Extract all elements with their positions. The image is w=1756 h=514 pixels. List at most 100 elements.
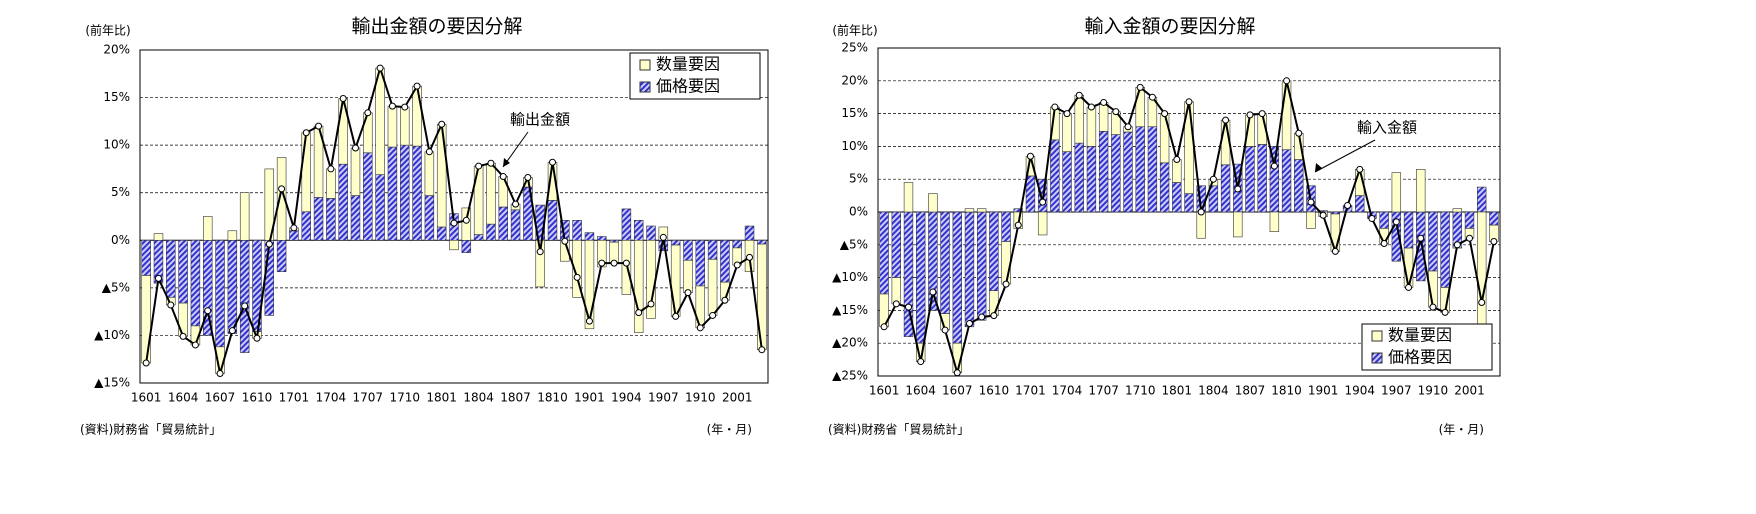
bar — [227, 239, 238, 334]
bar — [498, 206, 508, 241]
point — [265, 240, 273, 248]
point — [1161, 110, 1169, 118]
point — [1380, 239, 1388, 247]
point — [733, 261, 741, 269]
bar — [1245, 146, 1255, 213]
bar — [928, 193, 938, 213]
y-tick-label: 20% — [841, 73, 868, 87]
point — [524, 173, 532, 181]
point — [1100, 98, 1108, 106]
bar — [461, 207, 472, 241]
bar — [239, 239, 250, 353]
bar — [313, 197, 324, 241]
bar — [695, 239, 706, 287]
bar — [1403, 211, 1414, 249]
point — [1075, 91, 1083, 99]
point — [622, 259, 630, 267]
bar — [1001, 211, 1011, 242]
x-tick-label: 1807 — [1235, 384, 1266, 398]
x-tick-label: 1907 — [648, 391, 679, 405]
point — [647, 300, 655, 308]
bar — [584, 239, 595, 330]
bar — [215, 239, 225, 348]
legend — [1361, 323, 1493, 371]
point — [598, 259, 606, 267]
x-tick-label: 1810 — [537, 391, 568, 405]
y-tick-label: ▲5% — [840, 237, 868, 251]
bar — [276, 239, 287, 272]
x-axis-label: (年・月) — [1439, 423, 1484, 437]
y-tick-label: 0% — [849, 205, 868, 219]
point — [1234, 185, 1242, 193]
point — [1417, 234, 1425, 242]
bar — [1074, 142, 1084, 213]
bar — [952, 211, 962, 344]
y-tick-label: ▲10% — [832, 270, 868, 284]
arrow-head — [503, 158, 510, 167]
point — [1405, 283, 1413, 291]
bar — [1184, 193, 1194, 213]
x-tick-label: 1710 — [389, 391, 420, 405]
bar — [572, 239, 582, 298]
point — [1295, 129, 1303, 137]
point — [1283, 77, 1291, 85]
bar — [1147, 126, 1158, 213]
bar — [646, 225, 656, 241]
source: (資料)財務省「貿易統計」 — [828, 422, 969, 437]
legend-label: 価格要因 — [1388, 348, 1452, 367]
point — [179, 332, 187, 340]
point — [1319, 211, 1327, 219]
bar — [1172, 182, 1182, 213]
legend-swatch — [1371, 330, 1383, 342]
annotation-arrow — [1314, 139, 1376, 173]
bar — [301, 132, 311, 213]
point — [1392, 218, 1400, 226]
bar — [1391, 172, 1402, 213]
bar — [227, 230, 238, 241]
x-tick-label: 1910 — [1418, 384, 1449, 398]
bar — [1050, 139, 1060, 213]
bar — [1135, 126, 1145, 213]
bar — [473, 234, 484, 241]
point — [388, 102, 396, 110]
bar — [707, 239, 718, 260]
bar — [1220, 164, 1231, 213]
x-axis-label: (年・月) — [707, 423, 752, 437]
point — [941, 326, 949, 334]
bar — [633, 239, 644, 333]
point — [278, 185, 286, 193]
x-tick-label: 1901 — [1308, 384, 1339, 398]
point — [1173, 156, 1181, 164]
point — [917, 358, 925, 366]
bar — [670, 239, 681, 246]
point — [561, 237, 569, 245]
chart-title: 輸入金額の要因分解 — [1084, 16, 1255, 38]
point — [672, 312, 680, 320]
y-tick-label: 0% — [111, 233, 130, 247]
point — [1453, 241, 1461, 249]
legend-label: 数量要因 — [656, 55, 720, 74]
bar — [976, 208, 987, 213]
bar — [326, 168, 336, 199]
bar — [1477, 211, 1487, 328]
chart: 輸入金額の要因分解 (前年比) (資料)財務省「貿易統計」 (年・月) 25% 20% 15… — [828, 16, 1501, 437]
point — [696, 324, 704, 332]
x-tick-label: 1707 — [353, 391, 384, 405]
point — [1136, 83, 1144, 91]
bar — [1257, 144, 1267, 213]
bar — [1098, 131, 1109, 213]
point — [1026, 152, 1034, 160]
point — [376, 64, 384, 72]
bar — [166, 239, 176, 298]
point — [302, 129, 310, 137]
bar — [584, 232, 595, 241]
x-tick-label: 1704 — [316, 391, 347, 405]
x-tick-label: 1701 — [1015, 384, 1046, 398]
bar — [1452, 208, 1463, 213]
bar — [535, 239, 545, 288]
bar — [1477, 186, 1487, 213]
y-tick-label: ▲25% — [832, 369, 868, 383]
legend-label: 価格要因 — [656, 77, 720, 96]
bar — [1416, 169, 1426, 213]
y-tick-label: 25% — [841, 41, 868, 55]
